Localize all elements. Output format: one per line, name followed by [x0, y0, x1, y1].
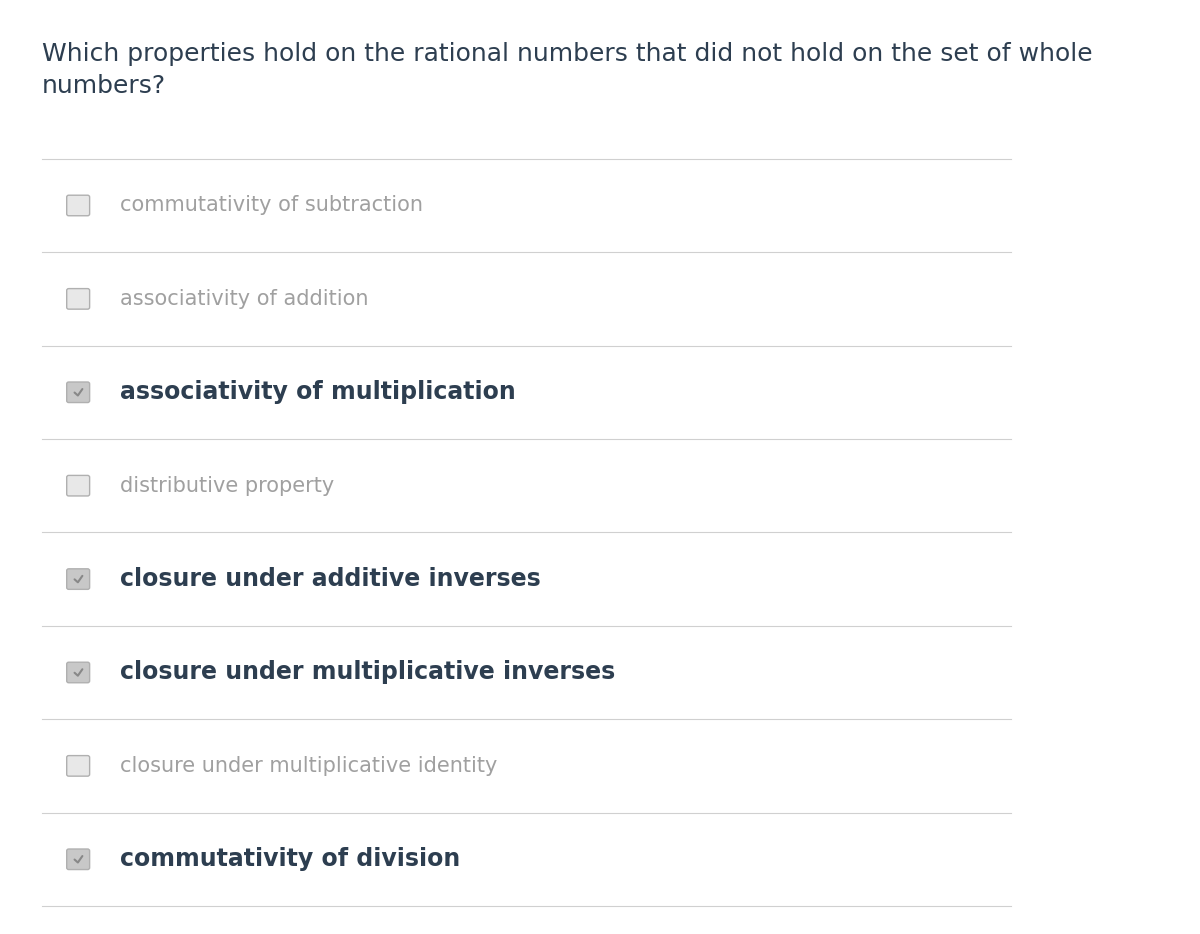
FancyBboxPatch shape: [67, 289, 90, 309]
FancyBboxPatch shape: [67, 662, 90, 683]
FancyBboxPatch shape: [67, 569, 90, 589]
FancyBboxPatch shape: [67, 382, 90, 403]
Text: associativity of multiplication: associativity of multiplication: [120, 380, 516, 404]
Text: commutativity of division: commutativity of division: [120, 847, 460, 871]
Text: closure under multiplicative inverses: closure under multiplicative inverses: [120, 660, 616, 685]
FancyBboxPatch shape: [67, 756, 90, 776]
Text: closure under additive inverses: closure under additive inverses: [120, 567, 541, 591]
FancyBboxPatch shape: [67, 475, 90, 496]
Text: closure under multiplicative identity: closure under multiplicative identity: [120, 756, 497, 776]
Text: associativity of addition: associativity of addition: [120, 289, 368, 309]
FancyBboxPatch shape: [67, 849, 90, 870]
Text: Which properties hold on the rational numbers that did not hold on the set of wh: Which properties hold on the rational nu…: [42, 42, 1092, 98]
Text: commutativity of subtraction: commutativity of subtraction: [120, 195, 422, 216]
Text: distributive property: distributive property: [120, 475, 334, 496]
FancyBboxPatch shape: [67, 195, 90, 216]
